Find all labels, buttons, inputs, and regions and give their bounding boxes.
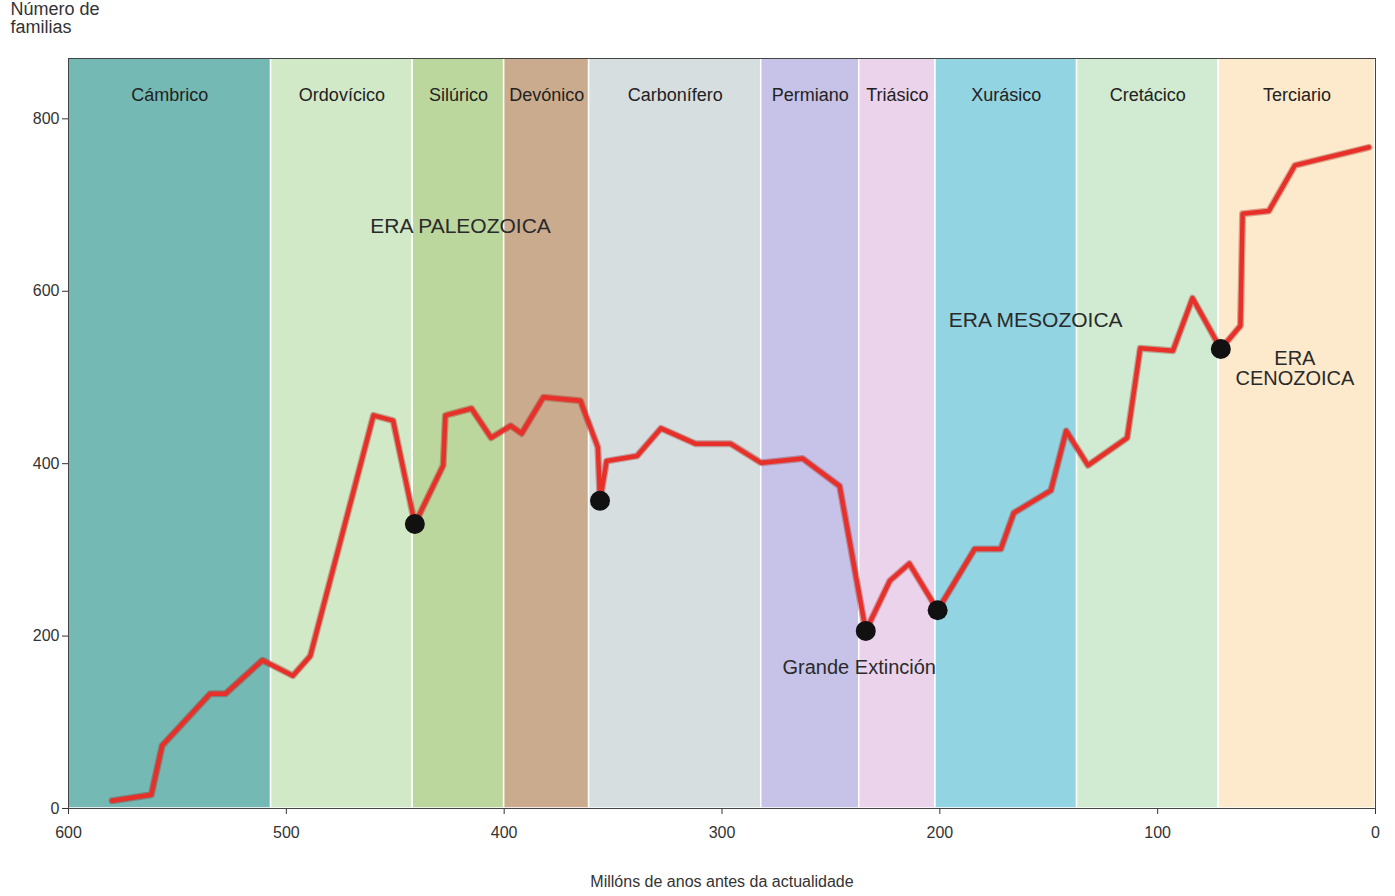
svg-text:800: 800 xyxy=(33,110,60,127)
svg-text:ERACENOZOICA: ERACENOZOICA xyxy=(1235,347,1355,389)
svg-text:400: 400 xyxy=(491,824,518,841)
svg-text:Ordovícico: Ordovícico xyxy=(299,85,385,105)
svg-text:200: 200 xyxy=(33,627,60,644)
svg-text:600: 600 xyxy=(55,824,82,841)
svg-text:Xurásico: Xurásico xyxy=(971,85,1041,105)
svg-text:Número defamilias: Número defamilias xyxy=(11,0,100,37)
svg-text:Cretácico: Cretácico xyxy=(1110,85,1186,105)
svg-text:Triásico: Triásico xyxy=(866,85,928,105)
svg-text:0: 0 xyxy=(51,800,60,817)
svg-text:Grande Extinción: Grande Extinción xyxy=(783,656,936,678)
svg-text:400: 400 xyxy=(33,455,60,472)
svg-text:ERA PALEOZOICA: ERA PALEOZOICA xyxy=(370,214,550,237)
svg-text:0: 0 xyxy=(1371,824,1380,841)
svg-text:Permiano: Permiano xyxy=(772,85,849,105)
svg-text:100: 100 xyxy=(1144,824,1171,841)
svg-text:ERA MESOZOICA: ERA MESOZOICA xyxy=(949,308,1123,331)
svg-text:Devónico: Devónico xyxy=(509,85,584,105)
svg-text:500: 500 xyxy=(273,824,300,841)
svg-text:Carbonífero: Carbonífero xyxy=(628,85,723,105)
svg-text:200: 200 xyxy=(926,824,953,841)
svg-text:600: 600 xyxy=(33,282,60,299)
svg-text:Terciario: Terciario xyxy=(1263,85,1331,105)
svg-text:Cámbrico: Cámbrico xyxy=(131,85,208,105)
svg-text:300: 300 xyxy=(709,824,736,841)
svg-text:Silúrico: Silúrico xyxy=(429,85,488,105)
svg-text:Millóns de anos antes da actua: Millóns de anos antes da actualidade xyxy=(590,873,853,890)
